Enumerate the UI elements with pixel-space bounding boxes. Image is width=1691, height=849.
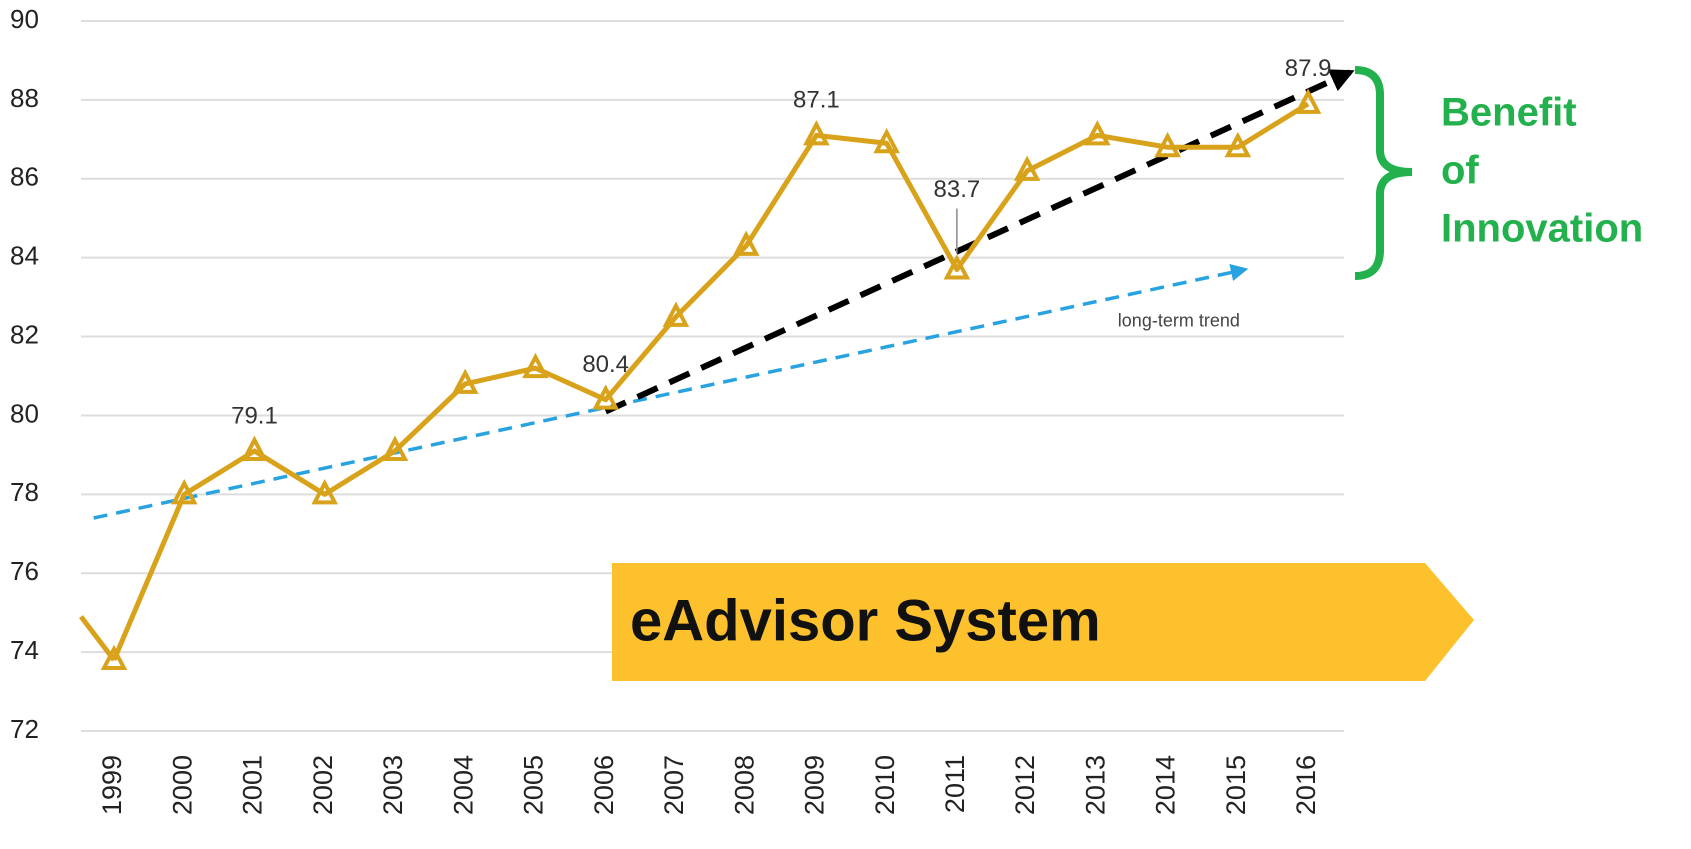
y-tick-label: 72 (10, 714, 39, 744)
series-line (111, 101, 1310, 661)
lead-segment (79, 615, 116, 662)
point-marker (381, 435, 409, 461)
x-tick-label: 2004 (448, 755, 478, 815)
x-tick-label: 2016 (1291, 755, 1321, 815)
point-marker (592, 384, 619, 410)
x-tick-label: 1999 (97, 755, 127, 815)
point-marker (100, 644, 128, 670)
x-tick-label: 2013 (1080, 755, 1110, 815)
point-marker (1154, 131, 1181, 158)
x-tick-label: 2002 (308, 755, 338, 815)
y-tick-label: 90 (10, 4, 39, 34)
trend-line (604, 69, 1355, 415)
point-marker (170, 479, 198, 505)
y-tick-label: 76 (10, 556, 39, 586)
x-tick-label: 2006 (589, 755, 619, 815)
bracket-text: Benefit (1441, 91, 1577, 135)
bracket (1354, 66, 1413, 280)
data-label: 83.7 (934, 176, 981, 203)
point-marker (732, 230, 760, 256)
point-marker (451, 368, 479, 394)
y-tick-label: 88 (10, 83, 39, 113)
y-tick-label: 80 (10, 398, 39, 428)
x-tick-label: 2005 (519, 755, 549, 815)
point-marker (803, 120, 830, 146)
x-tick-label: 2008 (729, 755, 759, 815)
banner-text: eAdvisor System (630, 588, 1101, 653)
bracket-text: Innovation (1441, 207, 1643, 251)
y-tick-label: 82 (10, 319, 39, 349)
x-tick-label: 2009 (800, 755, 830, 815)
banner-arrow (612, 563, 1474, 681)
point-marker (1084, 120, 1111, 146)
data-label: 87.1 (793, 87, 840, 114)
y-tick-label: 78 (10, 477, 39, 507)
point-marker (943, 254, 971, 280)
data-label: 87.9 (1285, 55, 1332, 82)
point-marker (241, 435, 268, 461)
x-tick-label: 2000 (167, 755, 197, 815)
point-marker (1294, 88, 1322, 114)
point-marker (311, 479, 339, 505)
x-tick-label: 2001 (238, 755, 268, 815)
x-tick-label: 2003 (378, 755, 408, 815)
point-marker (1224, 131, 1252, 158)
point-marker (1013, 155, 1041, 181)
data-label: 79.1 (231, 402, 278, 429)
y-tick-label: 86 (10, 162, 39, 192)
point-marker (873, 127, 900, 154)
x-tick-label: 2012 (1010, 755, 1040, 815)
x-tick-label: 2007 (659, 755, 689, 815)
trend-line (93, 263, 1249, 520)
point-marker (522, 352, 549, 379)
y-tick-label: 84 (10, 241, 39, 271)
x-tick-label: 2014 (1151, 755, 1181, 815)
x-tick-label: 2015 (1221, 755, 1251, 815)
point-marker (662, 301, 690, 327)
bracket-text: of (1441, 149, 1479, 193)
x-tick-label: 2011 (940, 755, 970, 813)
trend-label: long-term trend (1118, 310, 1240, 330)
y-tick-label: 74 (10, 635, 39, 665)
x-tick-label: 2010 (870, 755, 900, 815)
data-label: 80.4 (582, 351, 629, 378)
